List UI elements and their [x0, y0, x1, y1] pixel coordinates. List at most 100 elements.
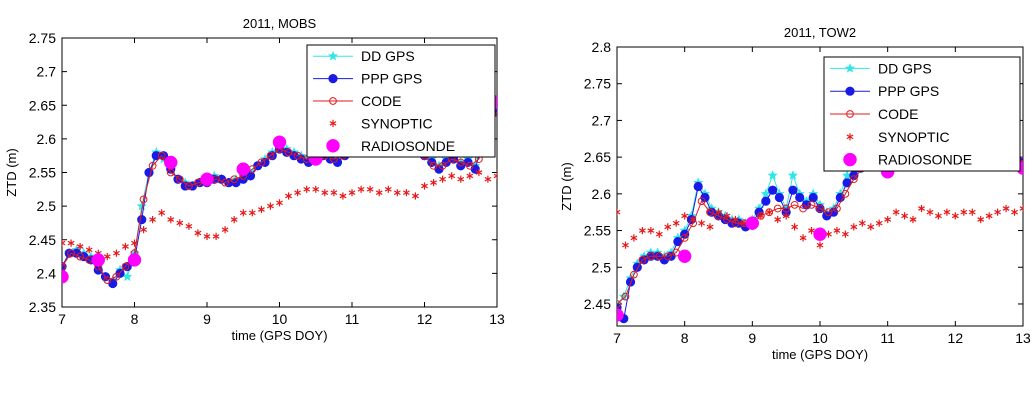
chart-1-series-3-point	[884, 215, 892, 224]
chart-0-series-3-point	[402, 189, 410, 197]
chart-1-series-1-point	[808, 192, 818, 203]
chart-0-series-3-point	[294, 189, 302, 197]
chart-0-series-2-point	[257, 158, 266, 167]
chart-0-series-2-point	[103, 276, 112, 285]
chart-1-series-3-point	[664, 223, 672, 231]
chart-0-ytick-label: 2.35	[29, 299, 56, 315]
chart-0-series-3-point	[375, 189, 383, 197]
chart-1-series-1-point	[788, 185, 798, 195]
chart-1-series-3-point	[867, 223, 875, 231]
chart-1-series-3-point	[901, 212, 909, 220]
chart-0-series-3-point	[203, 232, 211, 240]
chart-1-series-2-point	[849, 175, 858, 184]
chart-1-series-3-point	[617, 208, 621, 216]
chart-0-xtick-label: 12	[417, 311, 433, 327]
chart-1-series-3-point	[731, 215, 739, 224]
chart-1-series-1-point	[774, 192, 785, 203]
chart-1-series-3-point	[1002, 204, 1010, 213]
chart-0-ytick-label: 2.45	[29, 232, 56, 248]
chart-0-ytick-label: 2.55	[29, 165, 56, 181]
chart-1-series-0-point	[787, 170, 798, 180]
chart-0-series-2-point	[266, 151, 275, 160]
chart-0-series-3-point	[276, 199, 283, 207]
chart-0-xtick-label: 7	[58, 311, 66, 327]
chart-0-ytick-label: 2.7	[37, 64, 57, 80]
chart-0-series-3-point	[466, 172, 474, 180]
chart-1-series-3-point	[672, 219, 680, 227]
chart-1-series-3-point	[706, 223, 714, 231]
chart-1-series-2-point	[816, 204, 824, 213]
chart-0-legend-marker	[327, 50, 339, 61]
chart-1-series-1-point	[693, 181, 703, 192]
chart-1-legend-label: SYNOPTIC	[878, 129, 950, 145]
chart-0-series-3-point	[185, 222, 193, 230]
chart-0-legend-marker	[328, 73, 338, 84]
chart-0-ytick-label: 2.6	[37, 131, 57, 147]
chart-1-series-3-point	[630, 234, 638, 242]
chart-0-series-3-point	[140, 226, 147, 234]
chart-0-series-3-point	[339, 192, 347, 200]
chart-0-ytick-label: 2.75	[29, 30, 56, 46]
chart-1-series-3-point	[850, 223, 858, 231]
chart-1-ytick-label: 2.6	[592, 186, 612, 202]
chart-0-xlabel: time (GPS DOY)	[231, 328, 327, 343]
chart-1-xtick-label: 8	[681, 330, 689, 346]
chart-1-series-2-point	[782, 204, 791, 213]
chart-1-legend-marker	[843, 152, 857, 167]
chart-1-xtick-label: 12	[948, 330, 964, 346]
chart-0-series-2-point	[284, 148, 293, 157]
chart-0-series-3-point	[62, 239, 66, 247]
chart-1-series-1-point	[768, 185, 778, 195]
chart-0-series-3-point	[493, 172, 497, 180]
chart-1-series-2-point	[646, 252, 655, 261]
chart-1-series-3-point	[833, 227, 841, 235]
chart-1-series-3-point	[655, 230, 663, 238]
chart-1-series-3-point	[841, 230, 849, 238]
chart-1-series-2-point	[630, 270, 638, 279]
chart-1-series-3-point	[926, 208, 934, 216]
chart-1-series-3-point	[875, 219, 883, 227]
chart-0-xtick-label: 10	[272, 311, 288, 327]
chart-0-legend-label: CODE	[361, 93, 401, 109]
chart-1-series-2-point	[621, 292, 630, 301]
chart-1: 7 8 9 10 11 12 13 2.45 2.5 2.55 2.6 2.65 2.7 2.75 2.8 2…	[559, 25, 1031, 362]
chart-1-legend: DD GPS PPP GPS CODE SYNOPTIC RADIOSONDE	[823, 56, 1021, 172]
chart-0-series-3-point	[112, 249, 120, 257]
chart-1-series-2-point	[638, 256, 647, 264]
chart-1-series-3-point	[909, 215, 917, 224]
chart-0-series-1-point	[267, 151, 277, 161]
chart-1-series-3-point	[918, 204, 925, 213]
chart-1-series-2-point	[617, 300, 621, 308]
chart-1-series-1-point	[761, 196, 771, 206]
chart-1-series-3-point	[808, 227, 815, 235]
chart-1-series-3-point	[960, 208, 968, 216]
chart-0-series-2-point	[157, 151, 166, 160]
chart-1-series-2-point	[799, 204, 807, 213]
chart-0-series-3-point	[412, 192, 419, 200]
chart-0-series-3-point	[448, 172, 456, 180]
chart-0-legend-marker	[329, 119, 337, 127]
chart-1-xtick-label: 7	[613, 330, 621, 346]
chart-1-ytick-label: 2.5	[592, 259, 612, 275]
chart-1-xtick-label: 9	[748, 330, 756, 346]
chart-1-series-3-point	[723, 212, 731, 220]
chart-0-series-3-point	[257, 205, 265, 214]
chart-0-series-1-point	[122, 262, 132, 272]
chart-1-xlabel: time (GPS DOY)	[772, 347, 868, 362]
chart-0-series-2-point	[67, 249, 75, 258]
chart-1-series-3-point	[791, 223, 799, 231]
chart-1-series-2-point	[833, 204, 841, 213]
chart-1-series-3-point	[858, 219, 866, 227]
chart-0-series-3-point	[285, 192, 292, 200]
chart-0-series-3-point	[421, 182, 428, 190]
chart-0-series-2-point	[438, 161, 447, 170]
chart-1-series-3-point	[647, 227, 655, 235]
chart-1-series-3-point	[622, 241, 629, 249]
chart-1-series-3-point	[689, 215, 697, 224]
chart-0-xtick-label: 8	[131, 311, 139, 327]
chart-0-series-4-point	[236, 162, 250, 176]
chart-1-series-2-point	[841, 189, 850, 198]
chart-1-series-3-point	[765, 208, 773, 216]
chart-0-series-2-point	[148, 161, 157, 170]
